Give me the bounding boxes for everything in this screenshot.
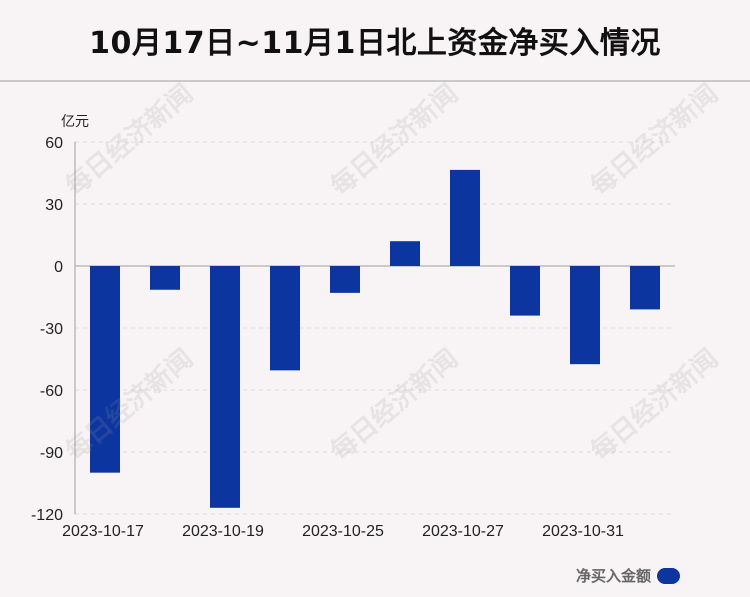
x-tick-label: 2023-10-17 [62, 523, 144, 540]
y-axis-unit-label: 亿元 [61, 113, 89, 129]
y-tick-label: -60 [40, 383, 63, 400]
legend-label: 净买入金额 [576, 567, 652, 585]
bar [450, 169, 480, 266]
legend-swatch [657, 567, 681, 584]
chart-area: 亿元 60 30 0 -30 -60 -90 -120 2023-10-17 2023-10-19… [0, 82, 750, 593]
y-tick-label: 60 [45, 135, 63, 152]
y-tick-label: -120 [31, 507, 63, 524]
y-tick-label: -30 [40, 321, 63, 338]
y-tick-label: 30 [45, 197, 63, 214]
x-tick-label: 2023-10-25 [302, 523, 384, 540]
y-tick-label: 0 [54, 259, 63, 276]
title-bar: 10月17日~11月1日北上资金净买入情况 [0, 0, 750, 82]
chart-title: 10月17日~11月1日北上资金净买入情况 [89, 26, 661, 61]
bar [90, 266, 120, 473]
bar [210, 266, 240, 508]
bar [270, 266, 300, 371]
bar [510, 266, 540, 316]
bar [390, 241, 420, 266]
x-tick-label: 2023-10-31 [542, 523, 624, 540]
legend: 净买入金额 [576, 565, 681, 586]
x-tick-label: 2023-10-27 [422, 523, 504, 540]
bar [330, 266, 360, 293]
y-tick-label: -90 [40, 445, 63, 462]
x-tick-label: 2023-10-19 [182, 523, 264, 540]
bar [630, 266, 660, 310]
bar [150, 266, 180, 290]
bar [570, 266, 600, 365]
